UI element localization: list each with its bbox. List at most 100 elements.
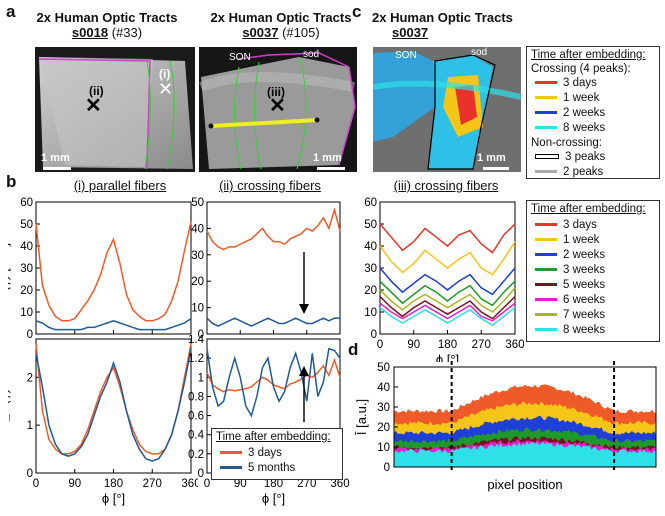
y-tick-label: 50 [20,219,33,231]
y-axis-label: Ī [a.u.] [354,399,369,435]
legend-embedding-b: Time after embedding: 3 days 5 months [211,428,343,480]
chart-parallel-normalized: 0 1 2 0 90 180 270 360 I_N(ϕ) ϕ [°] [8,338,198,506]
series-line [206,317,340,327]
legend-label: 8 weeks [563,323,606,336]
y-tick-label: 0 [384,462,390,474]
x-tick-label: 180 [264,478,283,490]
panel-label-c: c [352,2,362,21]
legend-noncross-header: Non-crossing: [531,137,602,149]
legend-label: 3 peaks [565,150,606,163]
y-tick-label: 20 [364,285,377,297]
legend-swatch [535,238,557,241]
y-tick-label: 60 [20,197,33,209]
legend-label: 2 weeks [563,248,606,261]
y-tick-label: 40 [364,241,377,253]
y-tick-label: 30 [364,263,377,275]
legend-swatch [535,126,557,129]
legend-swatch [535,223,557,226]
legend-swatch [535,283,557,286]
y-tick-label: 0.6 [188,411,204,423]
panel-label-d: d [348,340,359,359]
plot-frame [35,201,192,335]
roi-label-iii: (iii) [267,85,285,99]
legend-label: 5 weeks [563,278,606,291]
plot-frame [393,366,657,468]
y-tick-label: 40 [377,382,390,394]
roi-label-i: (i) [159,67,171,81]
panel-label-b: b [6,172,17,191]
x-tick-label: 180 [438,339,457,351]
legend-swatch [535,81,557,84]
legend-title: Time after embedding: [531,49,646,61]
img1-title: 2x Human Optic Tracts s0018 (#33) [36,10,178,40]
legend-swatch [535,170,557,173]
legend-crossing-item: 8 weeks [527,120,659,135]
scale-bar-label: 1 mm [477,152,506,164]
y-tick-label: 30 [191,250,204,262]
legend-swatch [220,451,242,454]
chart-title-crossing-iii: (iii) crossing fibers [393,178,499,193]
y-tick-label: 0 [198,329,204,338]
y-tick-label: 10 [364,307,377,319]
legend-swatch [535,298,557,301]
legend-iii-item: 6 weeks [527,292,659,307]
y-tick-label: 10 [20,307,33,319]
legend-label: 2 weeks [563,106,606,119]
legend-iii-item: 7 weeks [527,307,659,322]
legend-swatch [535,328,557,331]
arrow-indicators [299,252,309,422]
legend-swatch [535,96,557,99]
series-line [379,280,516,307]
plot-frame [35,338,192,474]
legend-crossing-item: 2 weeks [527,105,659,120]
scale-bar [483,167,509,170]
y-tick-label: 1.2 [188,353,204,365]
y-tick-label: 0.4 [188,430,205,442]
y-tick-label: 30 [377,402,390,414]
legend-swatch [535,313,557,316]
legend-label: 1 week [563,91,600,104]
roi-marker-iii: ✕ [269,95,286,117]
x-tick-label: 360 [505,339,524,351]
series-line [379,241,516,276]
legend-label: 8 weeks [563,121,606,134]
x-tick-label: 270 [143,478,162,490]
y-tick-label: 10 [191,303,204,315]
y-tick-label: 1.4 [188,335,205,346]
series-line [379,223,516,254]
legend-label: 3 days [248,446,282,459]
y-tick-label: 40 [20,241,33,253]
scale-bar-label: 1 mm [313,152,342,164]
series-line [379,267,516,296]
x-tick-label: 180 [104,478,123,490]
img3-title: 2x Human Optic Tracts s0037 [372,10,513,40]
legend-iii-item: 8 weeks [527,322,659,337]
legend-iii-item: 5 weeks [527,277,659,292]
chart-title-parallel: (i) parallel fibers [73,178,167,193]
x-tick-label: 270 [472,339,491,351]
legend-iii-item: 3 weeks [527,262,659,277]
y-tick-label: 30 [20,263,33,275]
legend-label: 6 weeks [563,293,606,306]
legend-swatch [220,466,242,469]
legend-noncross-item: 3 peaks [527,149,659,164]
y-axis-label: I_N(ϕ) [8,388,11,424]
y-tick-label: 1 [198,372,204,384]
x-axis-label: ϕ [°] [262,491,285,506]
x-axis-label: ϕ [°] [102,491,125,506]
y-tick-label: 60 [364,197,377,209]
legend-swatch [535,111,557,114]
legend-b-item: 3 days [212,445,342,460]
legend-crossing-item: 1 week [527,90,659,105]
legend-embedding-iii: Time after embedding: 3 days 1 week 2 week… [526,200,660,342]
y-tick-label: 40 [191,223,204,235]
scale-bar [317,167,345,170]
chart-crossing-normalized: 0 0.2 0.4 0.6 0.8 1 1.2 1.4 0 90 180 270 360 ϕ [°] [188,335,350,506]
roi-label-ii: (ii) [89,84,104,98]
y-tick-label: 10 [377,442,390,454]
legend-title: Time after embedding: [216,431,331,443]
y-tick-label: 20 [191,276,204,288]
y-tick-label: 20 [377,422,390,434]
legend-title: Time after embedding: [531,203,646,215]
series-line [206,207,341,251]
